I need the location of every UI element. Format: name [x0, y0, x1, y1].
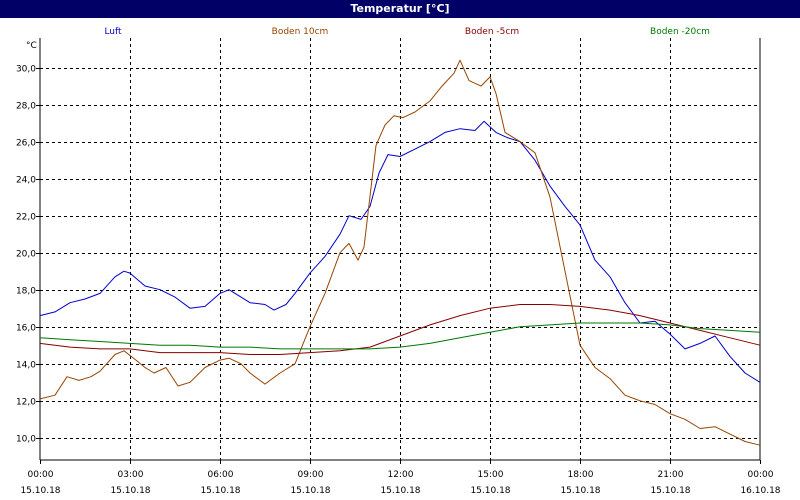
- y-tick-label: 22,0: [16, 213, 36, 223]
- x-tick-date: 15.10.18: [110, 486, 150, 496]
- x-tick-date: 15.10.18: [290, 486, 330, 496]
- x-tick-time: 03:00: [118, 470, 144, 480]
- legend-entry: Boden -20cm: [650, 27, 710, 37]
- x-tick-date: 15.10.18: [560, 486, 600, 496]
- series-line-boden-5cm: [39, 304, 761, 355]
- chart-title: Temperatur [°C]: [0, 0, 800, 18]
- x-tick-time: 00:00: [28, 470, 54, 480]
- series-line-boden-20cm: [39, 322, 761, 350]
- y-tick-label: 10,0: [16, 435, 36, 445]
- legend-entry: Luft: [104, 27, 122, 37]
- x-tick-date: 15.10.18: [380, 486, 420, 496]
- y-tick-label: 12,0: [16, 398, 36, 408]
- y-tick-label: 30,0: [16, 65, 36, 75]
- y-tick-label: 14,0: [16, 361, 36, 371]
- x-tick-time: 18:00: [568, 470, 594, 480]
- series-line-boden-10cm: [39, 59, 761, 446]
- x-tick-time: 09:00: [298, 470, 324, 480]
- y-tick-label: 26,0: [16, 139, 36, 149]
- y-tick-label: 28,0: [16, 102, 36, 112]
- x-tick-date: 15.10.18: [20, 486, 60, 496]
- y-tick-label: 20,0: [16, 250, 36, 260]
- x-tick-date: 16.10.18: [740, 486, 780, 496]
- legend-entry: Boden -5cm: [465, 27, 519, 37]
- series-line-luft: [39, 120, 761, 383]
- x-tick-time: 21:00: [658, 470, 684, 480]
- y-tick-label: 18,0: [16, 287, 36, 297]
- x-tick-time: 12:00: [388, 470, 414, 480]
- x-tick-time: 00:00: [748, 470, 774, 480]
- x-tick-time: 15:00: [478, 470, 504, 480]
- y-axis-label: °C: [26, 41, 37, 51]
- x-tick-date: 15.10.18: [650, 486, 690, 496]
- x-tick-time: 06:00: [208, 470, 234, 480]
- x-tick-date: 15.10.18: [470, 486, 510, 496]
- legend-entry: Boden 10cm: [272, 27, 329, 37]
- y-tick-label: 24,0: [16, 176, 36, 186]
- y-tick-label: 16,0: [16, 324, 36, 334]
- x-tick-date: 15.10.18: [200, 486, 240, 496]
